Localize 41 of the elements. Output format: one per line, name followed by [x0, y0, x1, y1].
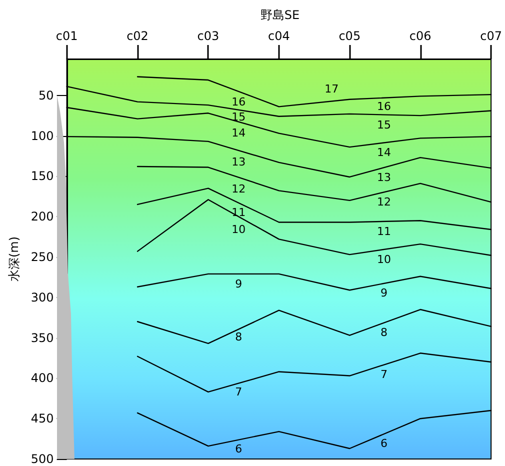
series-label: 12 — [377, 195, 391, 208]
text: 16 — [377, 100, 391, 113]
y-tick-label: 100 — [30, 128, 54, 143]
text: 14 — [232, 126, 246, 140]
text: 12 — [232, 182, 246, 196]
y-axis-title: 水深(m) — [7, 236, 21, 282]
x-tick-label: c03 — [197, 29, 220, 43]
y-tick-label: 300 — [30, 290, 54, 304]
series-label: 10 — [232, 222, 246, 236]
text: 7 — [380, 368, 388, 381]
y-tick-label: 250 — [30, 250, 54, 264]
text: 10 — [377, 252, 391, 266]
series-label: 15 — [232, 110, 246, 124]
y-tick-label: 150 — [30, 169, 54, 184]
x-tick-label: c04 — [268, 29, 290, 43]
series-label: 13 — [377, 170, 391, 184]
series-label: 16 — [232, 96, 246, 109]
text: 6 — [235, 442, 242, 456]
series-label: 8 — [235, 330, 242, 344]
x-tick-label: c01 — [56, 29, 78, 43]
text: 9 — [235, 277, 242, 290]
series-label: 7 — [235, 385, 242, 398]
y-tick-label: 200 — [30, 210, 54, 224]
y-tick-label: 500 — [30, 452, 54, 466]
x-tick-label: c07 — [480, 29, 502, 43]
x-tick-label: c05 — [338, 29, 361, 43]
text: 13 — [232, 155, 246, 168]
y-tick-label: 450 — [30, 412, 54, 426]
y-tick-label: 350 — [30, 330, 54, 345]
text: 11 — [377, 224, 391, 238]
y-tick-label: 50 — [38, 88, 54, 102]
text: 15 — [377, 118, 391, 132]
text: 8 — [380, 326, 388, 339]
x-tick-label: c06 — [409, 29, 432, 43]
y-tick-label: 400 — [30, 371, 54, 386]
chart-title: 野島SE — [260, 8, 300, 22]
annotation: 17 — [324, 82, 339, 96]
x-tick-label: c02 — [126, 29, 148, 43]
series-label: 6 — [380, 437, 388, 450]
series-label: 14 — [377, 146, 391, 160]
series-label: 9 — [380, 286, 388, 300]
